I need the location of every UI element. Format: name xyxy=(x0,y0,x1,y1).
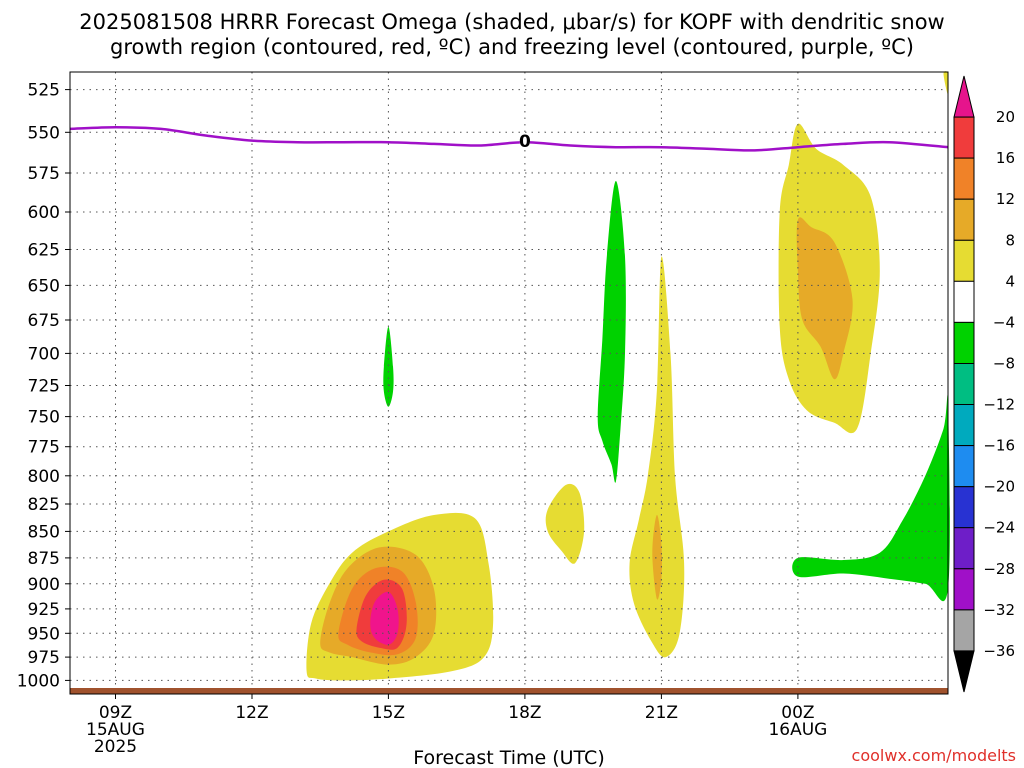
x-tick-label-12z-line-1: 12Z xyxy=(235,703,268,723)
y-tick-label-600: 600 xyxy=(28,203,60,223)
colorbar-segment-7 xyxy=(953,321,975,364)
omega-region-5 xyxy=(370,591,399,645)
chart-title-line-2: growth region (contoured, red, ºC) and f… xyxy=(110,35,914,59)
colorbar-segment-11 xyxy=(953,486,975,529)
y-tick-label-925: 925 xyxy=(28,600,60,620)
plot-area: 0 xyxy=(69,71,950,695)
y-tick-label-950: 950 xyxy=(28,624,60,644)
colorbar-label-1: 20 xyxy=(996,108,1015,126)
y-tick-label-525: 525 xyxy=(28,81,60,101)
y-tick-label-975: 975 xyxy=(28,648,60,668)
y-tick-label-875: 875 xyxy=(28,549,60,569)
colorbar-label-13: −32 xyxy=(983,601,1015,619)
freezing-level-line xyxy=(69,126,949,152)
omega-region-9 xyxy=(652,514,662,600)
colorbar-label-5: 4 xyxy=(1005,272,1015,290)
colorbar-label-4: 8 xyxy=(1005,231,1015,249)
colorbar-label-14: −36 xyxy=(983,642,1015,660)
y-tick-label-675: 675 xyxy=(28,311,60,331)
x-tick-label-09z-line-1: 09Z xyxy=(99,703,132,723)
colorbar-segment-12 xyxy=(953,527,975,570)
x-tick-label-00z-line-1: 00Z xyxy=(781,703,814,723)
colorbar-segment-1 xyxy=(953,75,975,118)
colorbar-segment-4 xyxy=(953,198,975,241)
terrain-bar xyxy=(70,688,948,694)
colorbar-segment-6 xyxy=(953,280,975,323)
omega-region-6 xyxy=(545,483,585,564)
colorbar-label-3: 12 xyxy=(996,190,1015,208)
colorbar-segment-15 xyxy=(953,650,975,693)
colorbar-label-12: −28 xyxy=(983,560,1015,578)
x-tick-label-00z-line-2: 16AUG xyxy=(768,720,827,740)
colorbar-segment-10 xyxy=(953,445,975,488)
y-tick-label-1000: 1000 xyxy=(17,671,60,691)
colorbar-segment-2 xyxy=(953,116,975,159)
omega-region-12 xyxy=(796,217,853,380)
y-axis-ticks: 525 550 575 600 625 650 675 700 725 750 775 800 825 8… xyxy=(17,81,70,691)
colorbar-label-10: −20 xyxy=(983,478,1015,496)
y-tick-label-850: 850 xyxy=(28,522,60,542)
omega-region-13 xyxy=(792,395,950,602)
x-tick-label-09z-line-3: 2025 xyxy=(94,737,137,757)
colorbar-segment-13 xyxy=(953,568,975,611)
colorbar: 20 16 12 8 4 −4 −8 −12 −16 −20 −24 −28 −32 −36 xyxy=(953,75,1015,693)
omega-shading xyxy=(306,71,950,681)
colorbar-segment-9 xyxy=(953,404,975,447)
y-tick-label-775: 775 xyxy=(28,438,60,458)
colorbar-label-2: 16 xyxy=(996,149,1015,167)
colorbar-label-8: −12 xyxy=(983,396,1015,414)
x-tick-label-15z-line-1: 15Z xyxy=(372,703,405,723)
y-tick-label-725: 725 xyxy=(28,377,60,397)
y-tick-label-800: 800 xyxy=(28,467,60,487)
omega-region-10 xyxy=(383,326,394,407)
freezing-level-label: 0 xyxy=(519,132,531,152)
y-tick-label-650: 650 xyxy=(28,276,60,296)
credit-text: coolwx.com/modelts xyxy=(852,746,1016,765)
y-tick-label-550: 550 xyxy=(28,123,60,143)
y-tick-label-625: 625 xyxy=(28,241,60,261)
y-tick-label-700: 700 xyxy=(28,344,60,364)
plot-frame xyxy=(69,71,949,695)
colorbar-label-9: −16 xyxy=(983,437,1015,455)
y-tick-label-825: 825 xyxy=(28,495,60,515)
colorbar-segment-3 xyxy=(953,157,975,200)
x-tick-label-18z-line-1: 18Z xyxy=(508,703,541,723)
colorbar-segment-5 xyxy=(953,239,975,282)
x-tick-label-21z-line-1: 21Z xyxy=(645,703,678,723)
omega-region-14 xyxy=(943,71,949,95)
colorbar-label-11: −24 xyxy=(983,519,1015,537)
omega-region-8 xyxy=(629,256,685,658)
y-tick-label-575: 575 xyxy=(28,164,60,184)
colorbar-label-6: −4 xyxy=(993,313,1015,331)
x-tick-label-09z-line-2: 15AUG xyxy=(86,720,145,740)
colorbar-label-7: −8 xyxy=(993,355,1015,373)
y-tick-label-900: 900 xyxy=(28,575,60,595)
x-axis-label: Forecast Time (UTC) xyxy=(413,747,604,768)
colorbar-segment-8 xyxy=(953,363,975,406)
colorbar-segment-14 xyxy=(953,609,975,652)
freezing-level-label-background xyxy=(519,135,530,150)
chart-title-line-1: 2025081508 HRRR Forecast Omega (shaded, … xyxy=(79,10,944,34)
omega-region-7 xyxy=(597,181,626,483)
y-tick-label-750: 750 xyxy=(28,408,60,428)
